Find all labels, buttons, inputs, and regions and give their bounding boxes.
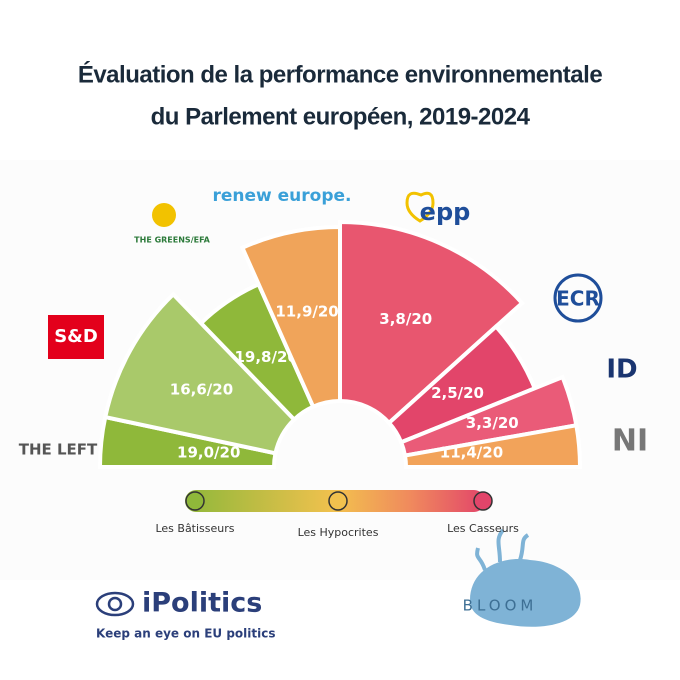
logo-sun (152, 203, 176, 227)
legend-marker (328, 491, 348, 511)
legend-marker (473, 491, 493, 511)
value-label: 19,0/20 (177, 444, 240, 462)
bloom-blob (470, 559, 581, 627)
segment (239, 224, 342, 410)
party-logo: NI (612, 424, 648, 459)
value-label: 16,6/20 (170, 381, 233, 399)
party-logo: epp (420, 198, 471, 226)
party-logo: ECR (556, 287, 600, 311)
value-label: 19,8/20 (234, 348, 297, 366)
bloom-tentacles (475, 528, 530, 571)
value-label: 11,4/20 (440, 444, 503, 462)
footer: iPolitics Keep an eye on EU politics BLO… (95, 528, 581, 641)
legend-label: Les Casseurs (447, 522, 519, 535)
chart-title: Évaluation de la performance environneme… (78, 60, 602, 88)
value-label: 3,8/20 (379, 310, 432, 328)
party-logo: THE GREENS/EFA (134, 236, 210, 245)
logo-ring (553, 273, 603, 323)
value-label: 2,5/20 (431, 384, 484, 402)
party-logo: S&D (54, 326, 98, 347)
legend-label: Les Hypocrites (298, 526, 379, 539)
tagline: Keep an eye on EU politics (96, 627, 275, 641)
segment (338, 219, 525, 426)
logo-heart (405, 191, 435, 223)
segment (402, 423, 583, 469)
party-logo: renew europe. (212, 186, 351, 206)
party-logo: ID (606, 355, 637, 385)
value-label: 3,3/20 (466, 414, 519, 432)
legend-label: Les Bâtisseurs (155, 522, 234, 535)
segment (102, 291, 297, 456)
header-bg (0, 0, 680, 160)
chart-title: du Parlement européen, 2019-2024 (151, 103, 531, 130)
brand: iPolitics (142, 588, 262, 619)
segment (386, 323, 538, 445)
party-logo: THE LEFT (19, 441, 98, 459)
value-label: 11,9/20 (275, 303, 338, 321)
logo-box (48, 315, 104, 359)
ipolitics-eye (95, 591, 135, 617)
legend-marker (185, 491, 205, 511)
partner: BLOOM (463, 597, 538, 615)
